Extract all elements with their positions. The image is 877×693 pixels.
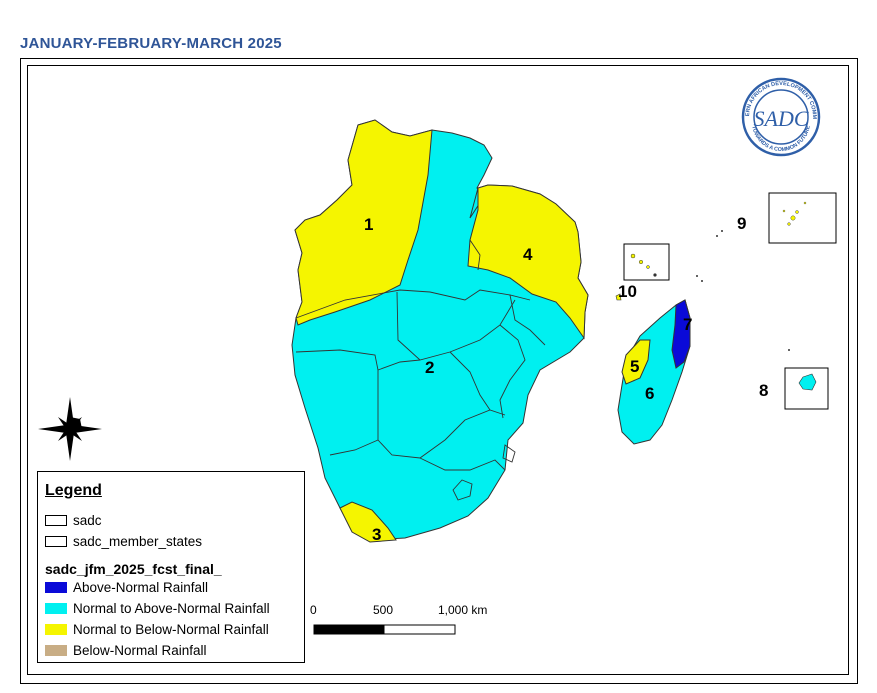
legend-swatch-member-states [45, 535, 67, 547]
zone-label-9: 9 [737, 214, 746, 233]
scale-bar [313, 624, 456, 635]
comoros-islands [630, 253, 650, 269]
legend-swatch-normal-to-above [45, 602, 67, 614]
svg-text:SOUTHERN AFRICAN DEVELOPMENT C: SOUTHERN AFRICAN DEVELOPMENT COMMUNITY [0, 0, 817, 120]
legend-label-member-states: sadc_member_states [73, 533, 203, 549]
legend-class-below-normal: Below-Normal Rainfall [45, 642, 207, 658]
scale-label-1000: 1,000 km [438, 603, 488, 617]
country-boundaries [295, 239, 546, 501]
scale-label-500: 500 [373, 603, 394, 617]
zone-label-5: 5 [630, 357, 639, 376]
zone-label-1: 1 [364, 215, 373, 234]
sadc-logo: SOUTHERN AFRICAN DEVELOPMENT COMMUNITY T… [0, 0, 821, 157]
legend-label-sadc: sadc [73, 512, 102, 528]
zone-4-yellow-region [467, 184, 589, 340]
legend-title: Legend [45, 482, 102, 499]
comoros-mainland-islet [615, 293, 622, 301]
legend-swatch-below-normal [45, 644, 67, 656]
mainland-cyan-region [291, 119, 589, 541]
legend-swatch-above-normal [45, 581, 67, 593]
zone-label-8: 8 [759, 381, 768, 400]
zone-label-10: 10 [618, 282, 637, 301]
zone-label-4: 4 [523, 245, 533, 264]
legend-layer-name: sadc_jfm_2025_fcst_final_ [45, 561, 222, 577]
map-title: JANUARY-FEBRUARY-MARCH 2025 [20, 35, 282, 52]
zone-3-yellow-region [339, 501, 397, 543]
legend-class-normal-to-below: Normal to Below-Normal Rainfall [45, 621, 269, 637]
zone-7-madagascar-blue [671, 299, 691, 369]
comoros-inset-frame [623, 243, 670, 281]
zone-5-madagascar-yellow [621, 339, 651, 385]
zone-label-2: 2 [425, 358, 434, 377]
legend-class-normal-to-above: Normal to Above-Normal Rainfall [45, 600, 270, 616]
logo-monogram: SADC [754, 106, 809, 131]
mayotte-island [653, 273, 657, 277]
legend-label-normal-to-above: Normal to Above-Normal Rainfall [73, 600, 270, 616]
map-frame-outer [20, 58, 858, 684]
logo-ring-top-text: SOUTHERN AFRICAN DEVELOPMENT COMMUNITY [0, 0, 817, 120]
scale-label-0: 0 [310, 603, 317, 617]
zone-1-yellow-region [294, 119, 433, 326]
zone-label-6: 6 [645, 384, 654, 403]
legend-class-above-normal: Above-Normal Rainfall [45, 579, 208, 595]
seychelles-islands [782, 201, 807, 226]
legend-item-member-states: sadc_member_states [45, 533, 202, 549]
map-frame-inner [27, 65, 849, 675]
north-arrow-compass-star-icon [38, 397, 102, 461]
legend-swatch-normal-to-below [45, 623, 67, 635]
legend-label-above-normal: Above-Normal Rainfall [73, 579, 209, 595]
seychelles-inset-frame [768, 192, 837, 244]
legend-item-sadc: sadc [45, 512, 102, 528]
legend-swatch-sadc [45, 514, 67, 526]
legend-label-normal-to-below: Normal to Below-Normal Rainfall [73, 621, 269, 637]
legend-panel: Legend sadc sadc_member_states sadc_jfm_… [37, 471, 305, 663]
zone-label-7: 7 [683, 315, 692, 334]
outer-islands-dots [696, 230, 790, 351]
legend-label-below-normal: Below-Normal Rainfall [73, 642, 207, 658]
mauritius-island [798, 373, 817, 391]
zone-label-3: 3 [372, 525, 381, 544]
